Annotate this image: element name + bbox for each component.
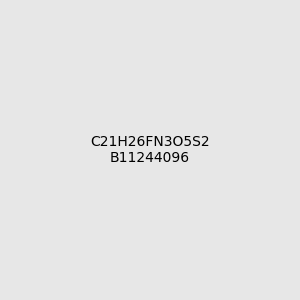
Text: C21H26FN3O5S2
B11244096: C21H26FN3O5S2 B11244096 bbox=[90, 135, 210, 165]
